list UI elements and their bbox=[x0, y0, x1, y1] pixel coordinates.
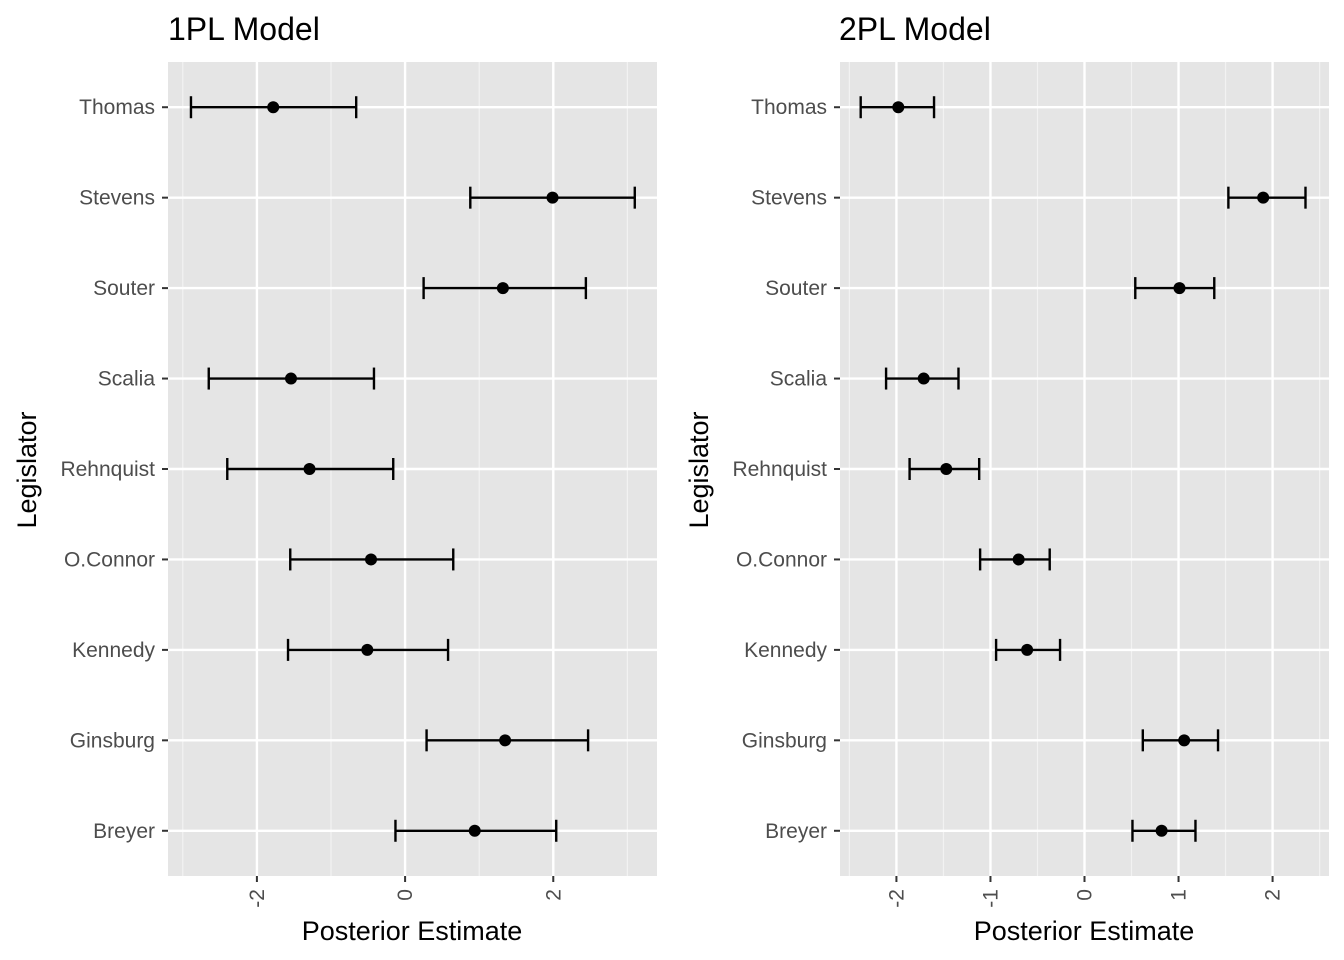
x-tick-label: -2 bbox=[246, 889, 269, 908]
y-tick-label: Ginsburg bbox=[742, 729, 827, 752]
y-tick-label: Breyer bbox=[765, 820, 827, 843]
point-rehnquist bbox=[940, 463, 953, 475]
y-tick-label: Kennedy bbox=[72, 639, 155, 662]
y-tick-label: Rehnquist bbox=[732, 458, 827, 481]
point-stevens bbox=[1257, 191, 1270, 204]
x-axis-title: Posterior Estimate bbox=[974, 916, 1195, 946]
y-tick-label: Ginsburg bbox=[70, 729, 155, 752]
y-tick-label: Scalia bbox=[770, 368, 828, 391]
x-tick-label: -1 bbox=[979, 889, 1002, 908]
point-ginsburg bbox=[499, 734, 512, 747]
panel-2pl-model: 2PL Model Posterior Estimate Legislator … bbox=[684, 11, 1329, 946]
point-ginsburg bbox=[1178, 734, 1191, 747]
point-rehnquist bbox=[303, 463, 316, 475]
y-tick-label: Kennedy bbox=[744, 639, 827, 662]
point-stevens bbox=[546, 191, 559, 204]
point-kennedy bbox=[1021, 643, 1034, 656]
y-tick-label: Scalia bbox=[98, 368, 156, 391]
point-thomas bbox=[892, 101, 905, 114]
y-tick-label: Stevens bbox=[751, 187, 827, 210]
y-tick-label: Thomas bbox=[751, 96, 827, 119]
y-tick-label: Thomas bbox=[79, 96, 155, 119]
x-tick-label: 2 bbox=[1262, 889, 1285, 901]
point-scalia bbox=[284, 372, 297, 385]
y-tick-label: Rehnquist bbox=[60, 458, 155, 481]
point-oconnor bbox=[1012, 553, 1025, 566]
point-breyer bbox=[1155, 824, 1168, 837]
point-breyer bbox=[468, 824, 481, 837]
chart-title: 1PL Model bbox=[168, 11, 320, 47]
chart-title: 2PL Model bbox=[839, 11, 991, 47]
y-tick-label: O.Connor bbox=[64, 548, 155, 571]
panel-1pl-model: 1PL Model Posterior Estimate Legislator … bbox=[12, 11, 657, 946]
y-axis-title: Legislator bbox=[12, 411, 42, 528]
x-tick-label: 1 bbox=[1168, 889, 1191, 901]
point-souter bbox=[1173, 282, 1186, 295]
x-tick-label: -2 bbox=[885, 889, 908, 908]
y-tick-label: Souter bbox=[93, 277, 155, 300]
point-oconnor bbox=[365, 553, 378, 566]
y-tick-label: Breyer bbox=[93, 820, 155, 843]
point-scalia bbox=[917, 372, 930, 385]
x-tick-label: 0 bbox=[394, 889, 417, 901]
y-tick-label: Stevens bbox=[79, 187, 155, 210]
point-kennedy bbox=[361, 643, 374, 656]
y-axis-title: Legislator bbox=[684, 411, 714, 528]
y-tick-label: Souter bbox=[765, 277, 827, 300]
point-souter bbox=[496, 282, 509, 295]
point-thomas bbox=[267, 101, 280, 114]
x-tick-label: 0 bbox=[1074, 889, 1097, 901]
y-tick-label: O.Connor bbox=[736, 548, 827, 571]
x-axis-title: Posterior Estimate bbox=[302, 916, 523, 946]
x-tick-label: 2 bbox=[542, 889, 565, 901]
